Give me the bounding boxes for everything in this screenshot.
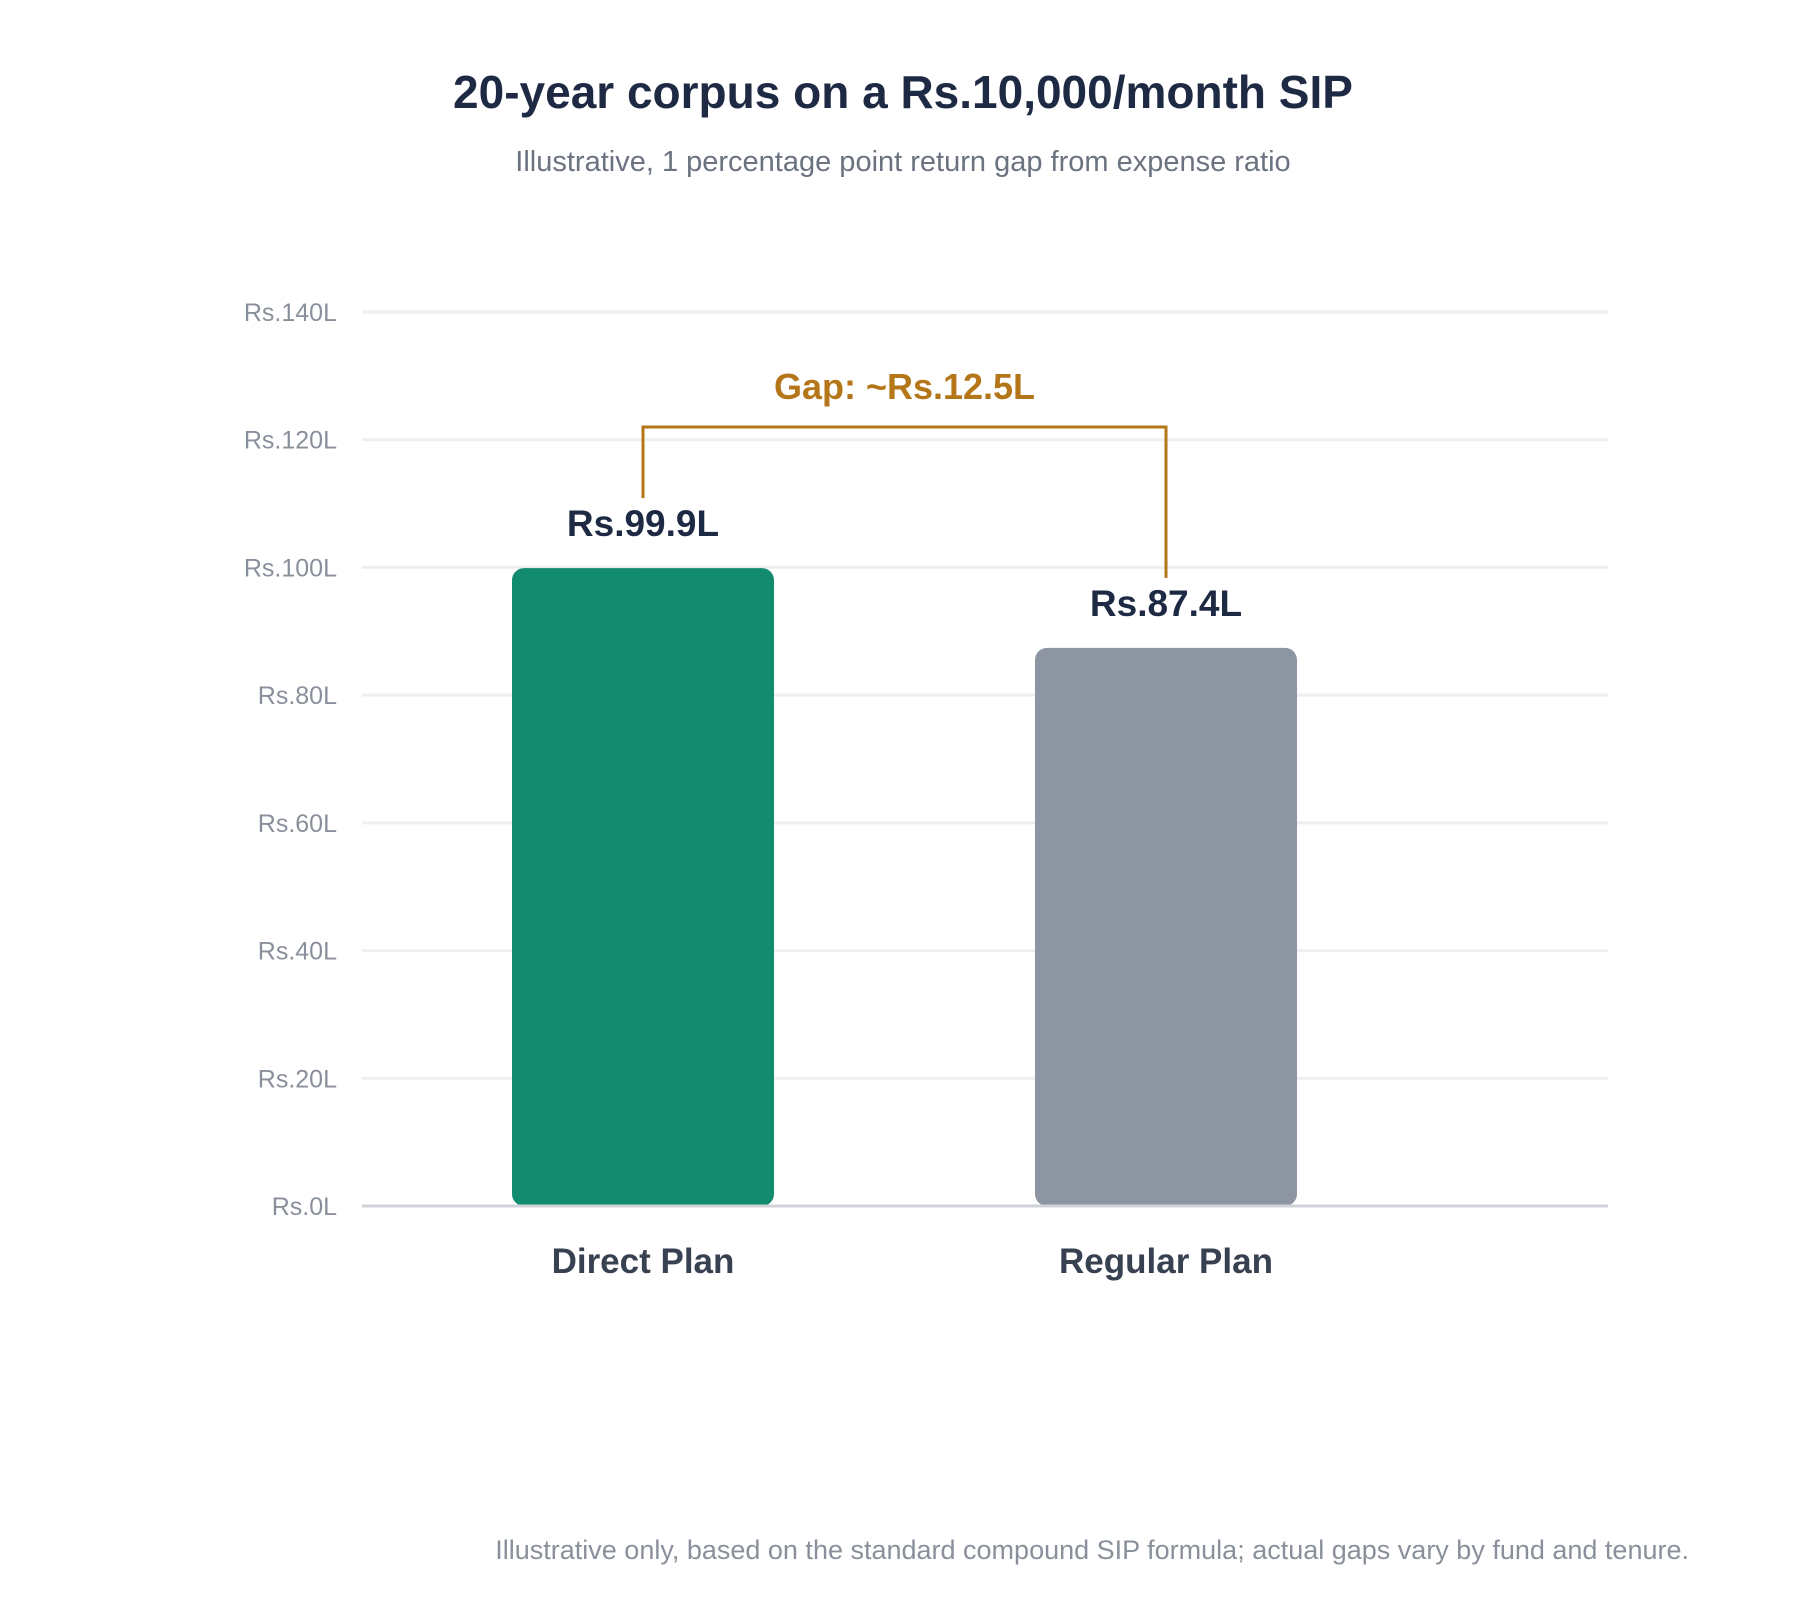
footnote: Illustrative only, based on the standard… <box>495 1535 1689 1565</box>
bar-regular-plan <box>1035 647 1297 1206</box>
y-tick-label: Rs.140L <box>244 299 337 327</box>
chart-title: 20-year corpus on a Rs.10,000/month SIP <box>453 66 1353 118</box>
y-tick-label: Rs.20L <box>258 1065 337 1093</box>
bars <box>512 568 1297 1206</box>
y-tick-label: Rs.40L <box>258 938 337 966</box>
bar-value-label: Rs.99.9L <box>567 503 719 544</box>
chart-subtitle: Illustrative, 1 percentage point return … <box>515 146 1290 178</box>
y-tick-label: Rs.60L <box>258 810 337 838</box>
y-tick-label: Rs.100L <box>244 554 337 582</box>
bar-value-label: Rs.87.4L <box>1090 583 1242 624</box>
y-axis-tick-labels: Rs.0L Rs.20L Rs.40L Rs.60L Rs.80L Rs.100L Rs.1… <box>244 299 337 1221</box>
gap-label: Gap: ~Rs.12.5L <box>774 366 1035 407</box>
bar-direct-plan <box>512 568 774 1206</box>
y-tick-label: Rs.0L <box>272 1193 337 1221</box>
x-category-label: Regular Plan <box>1059 1242 1273 1281</box>
y-tick-label: Rs.120L <box>244 427 337 455</box>
bar-labels: Rs.99.9L Direct Plan Rs.87.4L Regular Plan <box>552 503 1273 1281</box>
y-tick-label: Rs.80L <box>258 682 337 710</box>
gap-annotation: Gap: ~Rs.12.5L <box>641 366 1168 578</box>
x-category-label: Direct Plan <box>552 1242 735 1281</box>
gap-bracket <box>641 425 1168 578</box>
